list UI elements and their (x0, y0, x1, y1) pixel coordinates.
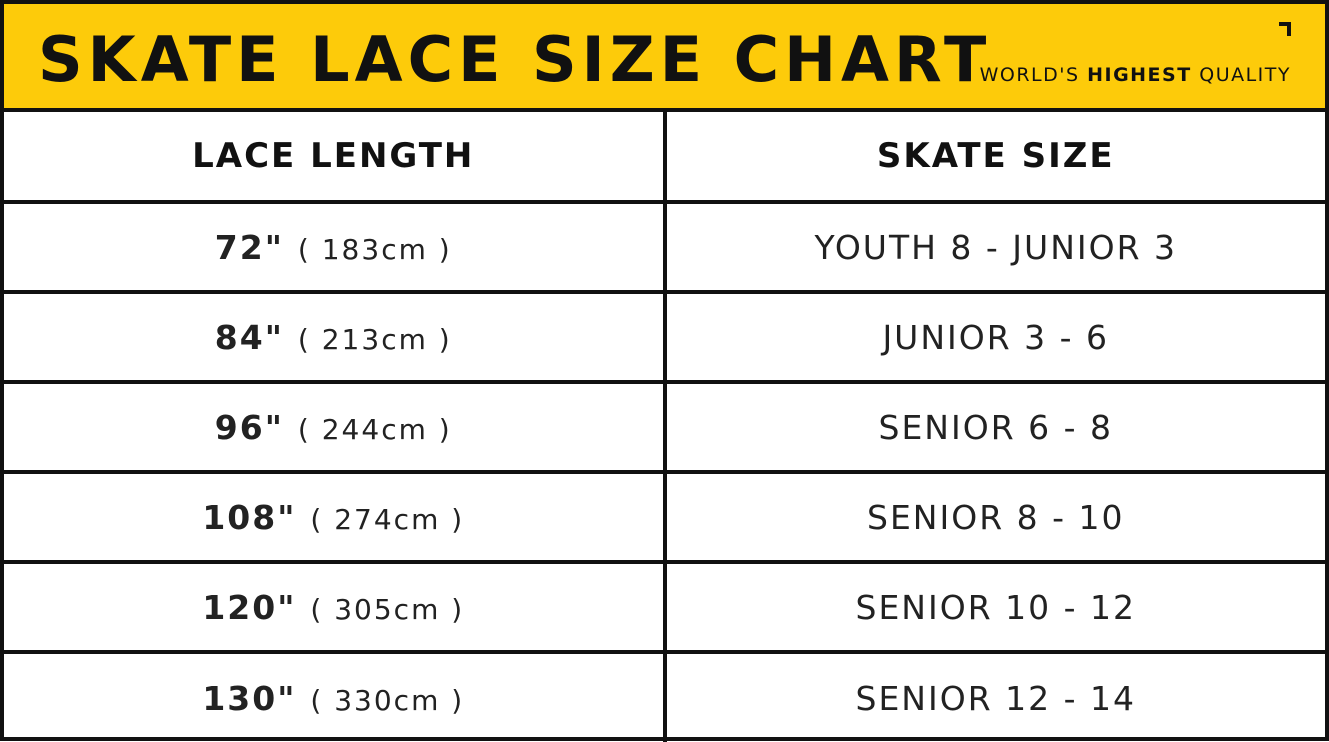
length-inches: 120" (202, 587, 297, 627)
skate-size-cell: YOUTH 8 - JUNIOR 3 (662, 200, 1325, 294)
table-row: 108" ( 274cm ) SENIOR 8 - 10 (4, 470, 1325, 564)
length-inches: 84" (214, 317, 284, 357)
lace-length-cell: 130" ( 330cm ) (4, 650, 667, 742)
lace-length-cell: 120" ( 305cm ) (4, 560, 667, 654)
table-row: 120" ( 305cm ) SENIOR 10 - 12 (4, 560, 1325, 654)
table-row: 96" ( 244cm ) SENIOR 6 - 8 (4, 380, 1325, 474)
size-table: LACE LENGTH SKATE SIZE 72" ( 183cm ) YOUTH… (4, 112, 1325, 742)
skate-size-cell: SENIOR 8 - 10 (662, 470, 1325, 564)
length-cm: ( 213cm ) (297, 322, 452, 356)
length-inches: 108" (202, 497, 297, 537)
length-cm: ( 244cm ) (297, 412, 452, 446)
skate-size-cell: SENIOR 10 - 12 (662, 560, 1325, 654)
header-row: LACE LENGTH SKATE SIZE (4, 112, 1325, 204)
length-inches: 96" (214, 407, 284, 447)
table-row: 72" ( 183cm ) YOUTH 8 - JUNIOR 3 (4, 200, 1325, 294)
skate-size-cell: JUNIOR 3 - 6 (662, 290, 1325, 384)
tagline: WORLD'S HIGHEST QUALITY (980, 64, 1291, 86)
lace-length-cell: 108" ( 274cm ) (4, 470, 667, 564)
tagline-pre: WORLD'S (979, 64, 1080, 86)
skate-size-cell: SENIOR 12 - 14 (662, 650, 1325, 742)
title-banner: SKATE LACE SIZE CHART WORLD'S HIGHEST QU… (4, 4, 1325, 112)
length-cm: ( 183cm ) (297, 232, 452, 266)
chart-title: SKATE LACE SIZE CHART (38, 23, 992, 96)
lace-length-cell: 72" ( 183cm ) (4, 200, 667, 294)
lace-length-cell: 96" ( 244cm ) (4, 380, 667, 474)
table-row: 84" ( 213cm ) JUNIOR 3 - 6 (4, 290, 1325, 384)
length-inches: 130" (202, 678, 297, 718)
length-cm: ( 330cm ) (310, 683, 465, 717)
column-header-lace-length: LACE LENGTH (4, 112, 667, 204)
column-header-skate-size: SKATE SIZE (662, 112, 1325, 204)
table-row: 130" ( 330cm ) SENIOR 12 - 14 (4, 650, 1325, 742)
corner-mark-icon (1279, 22, 1291, 36)
tagline-bold: HIGHEST (1087, 64, 1192, 86)
length-inches: 72" (214, 227, 284, 267)
length-cm: ( 274cm ) (310, 502, 465, 536)
skate-size-cell: SENIOR 6 - 8 (662, 380, 1325, 474)
lace-length-cell: 84" ( 213cm ) (4, 290, 667, 384)
tagline-post: QUALITY (1199, 64, 1291, 86)
length-cm: ( 305cm ) (310, 592, 465, 626)
